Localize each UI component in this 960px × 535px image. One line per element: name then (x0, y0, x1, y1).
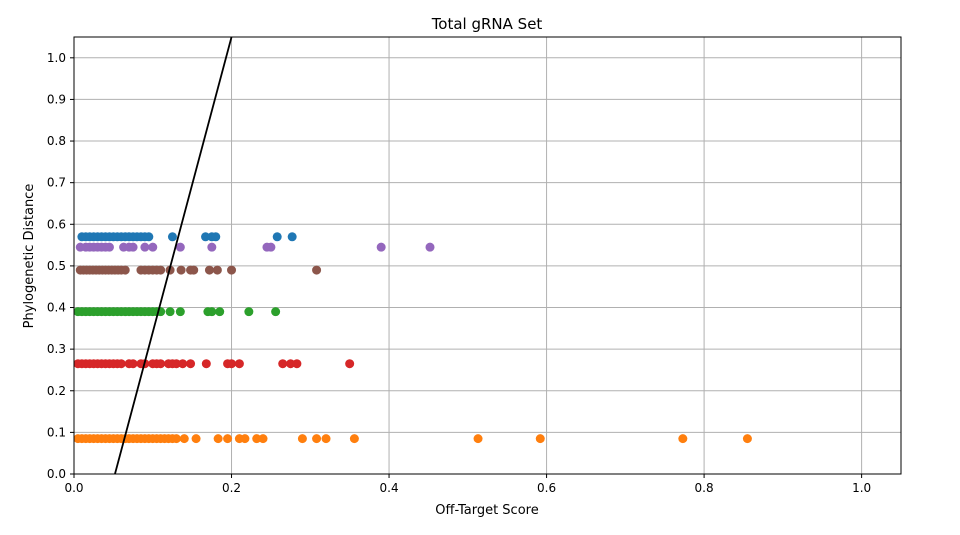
scatter-point (207, 307, 217, 317)
axes: 0.0 0.2 0.4 0.6 0.8 1.0 0.0 0.1 0.2 0.3 0.4 0.5 0.6 0… (47, 36, 902, 495)
scatter-point (156, 359, 166, 369)
scatter-point (535, 434, 545, 444)
y-tick-label: 0.0 (47, 467, 66, 481)
scatter-point (167, 232, 177, 242)
scatter-point (223, 434, 233, 444)
y-tick-label: 0.7 (47, 176, 66, 190)
y-axis-label: Phylogenetic Distance (22, 184, 37, 329)
scatter-point (186, 359, 196, 369)
scatter-point (165, 307, 175, 317)
scatter-point (156, 265, 166, 275)
scatter-point (312, 434, 322, 444)
scatter-point (227, 359, 237, 369)
scatter-point (179, 434, 189, 444)
scatter-series (75, 242, 435, 252)
y-tick-label: 0.1 (47, 425, 66, 439)
scatter-point (252, 434, 262, 444)
scatter-point (189, 265, 199, 275)
scatter-point (278, 359, 288, 369)
scatter-point (266, 242, 276, 252)
scatter-point (201, 359, 211, 369)
scatter-point (292, 359, 302, 369)
scatter-point (244, 307, 254, 317)
scatter-point (191, 434, 201, 444)
scatter-point (240, 434, 250, 444)
x-tick-label: 1.0 (852, 481, 871, 495)
grid-lines (73, 37, 901, 475)
x-tick-label: 0.8 (695, 481, 714, 495)
scatter-point (140, 242, 150, 252)
scatter-point (104, 242, 114, 252)
scatter-point (287, 232, 297, 242)
y-tick-label: 0.3 (47, 342, 66, 356)
scatter-point (349, 434, 359, 444)
scatter-point (178, 359, 188, 369)
scatter-point (425, 242, 435, 252)
scatter-point (227, 265, 237, 275)
y-tick-label: 0.4 (47, 301, 66, 315)
scatter-point (175, 307, 185, 317)
scatter-point (215, 307, 225, 317)
scatter-point (176, 265, 186, 275)
scatter-point (271, 307, 281, 317)
scatter-point (297, 434, 307, 444)
scatter-point (120, 265, 130, 275)
scatter-point (201, 232, 211, 242)
scatter-series (77, 232, 297, 242)
scatter-point (742, 434, 752, 444)
scatter-point (175, 242, 185, 252)
scatter-series (74, 307, 281, 317)
scatter-point (171, 359, 181, 369)
scatter-point (321, 434, 331, 444)
y-tick-label: 0.8 (47, 134, 66, 148)
scatter-point (213, 434, 223, 444)
scatter-point (345, 359, 355, 369)
scatter-point (376, 242, 386, 252)
y-tick-label: 0.9 (47, 92, 66, 106)
y-tick-label: 0.6 (47, 217, 66, 231)
scatter-point (128, 242, 138, 252)
scatter-point (272, 232, 282, 242)
x-axis-label: Off-Target Score (435, 503, 538, 518)
scatter-point (116, 359, 126, 369)
scatter-point (207, 242, 217, 252)
scatter-point (128, 359, 138, 369)
scatter-point (312, 265, 322, 275)
reference-line (114, 37, 233, 474)
scatter-series (75, 265, 322, 275)
y-tick-label: 1.0 (47, 51, 66, 65)
scatter-series (74, 434, 752, 444)
scatter-point (144, 232, 154, 242)
scatter-point (678, 434, 688, 444)
y-tick-label: 0.2 (47, 384, 66, 398)
scatter-point (473, 434, 483, 444)
axes-frame (73, 36, 902, 475)
x-tick-label: 0.0 (64, 481, 83, 495)
plot-area (74, 37, 752, 474)
scatter-point (204, 265, 214, 275)
y-tick-label: 0.5 (47, 259, 66, 273)
x-tick-label: 0.4 (380, 481, 399, 495)
scatter-point (212, 265, 222, 275)
scatter-point (148, 242, 158, 252)
scatter-point (211, 232, 221, 242)
scatter-point (234, 359, 244, 369)
x-tick-label: 0.2 (222, 481, 241, 495)
x-tick-label: 0.6 (537, 481, 556, 495)
scatter-point (258, 434, 268, 444)
scatter-point (286, 359, 296, 369)
chart-title: Total gRNA Set (431, 15, 543, 33)
scatter-point (171, 434, 181, 444)
